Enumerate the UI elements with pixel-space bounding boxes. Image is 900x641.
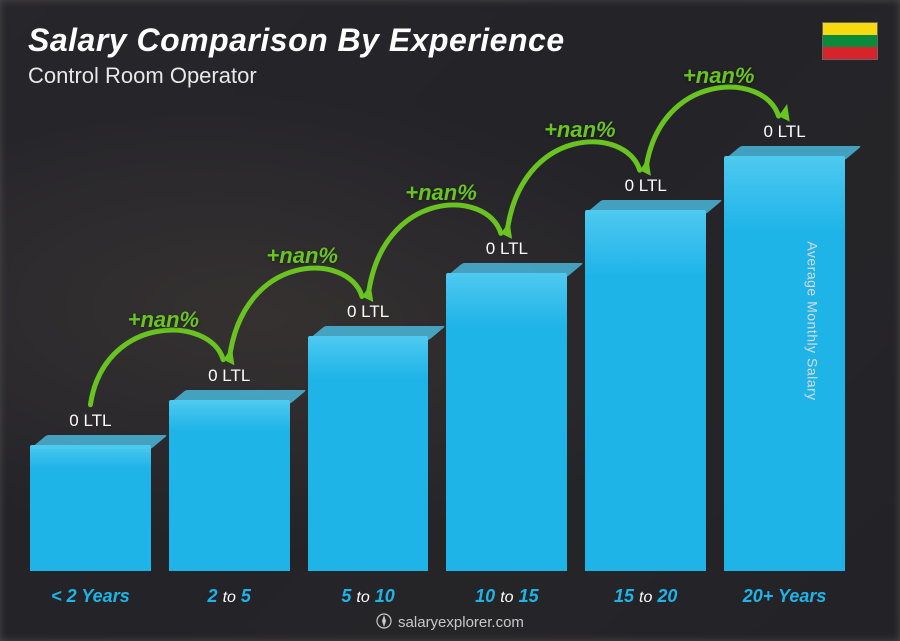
compass-icon <box>376 613 392 633</box>
x-axis-labels: < 2 Years 2 to 5 5 to 10 10 to 15 15 to 20 20… <box>30 586 845 607</box>
x-axis-tick-label: 2 to 5 <box>169 586 290 607</box>
bar-slot: 0 LTL <box>169 120 290 571</box>
footer-attribution: salaryexplorer.com <box>0 613 900 633</box>
bar-top-face <box>585 200 723 214</box>
footer-text: salaryexplorer.com <box>398 614 524 631</box>
x-axis-tick-label: 5 to 10 <box>308 586 429 607</box>
bar: 0 LTL <box>308 336 429 571</box>
x-axis-tick-label: 10 to 15 <box>446 586 567 607</box>
bar-front <box>446 273 567 571</box>
bar-value-label: 0 LTL <box>30 411 151 431</box>
bar-value-label: 0 LTL <box>308 302 429 322</box>
bar-top-face <box>724 146 862 160</box>
bar-value-label: 0 LTL <box>446 239 567 259</box>
bar-front <box>308 336 429 571</box>
page-title: Salary Comparison By Experience <box>28 22 565 59</box>
bar-top-face <box>446 263 584 277</box>
bar-chart: 0 LTL0 LTL0 LTL0 LTL0 LTL0 LTL <box>30 120 845 571</box>
y-axis-label: Average Monthly Salary <box>804 241 820 400</box>
flag-stripe-1 <box>823 23 877 35</box>
bar-slot: 0 LTL <box>724 120 845 571</box>
title-block: Salary Comparison By Experience Control … <box>28 22 565 89</box>
bar-value-label: 0 LTL <box>585 176 706 196</box>
bar-value-label: 0 LTL <box>169 366 290 386</box>
bar-slot: 0 LTL <box>446 120 567 571</box>
bar-slot: 0 LTL <box>30 120 151 571</box>
bar-top-face <box>308 326 446 340</box>
flag-stripe-3 <box>823 47 877 59</box>
x-axis-tick-label: < 2 Years <box>30 586 151 607</box>
bar-top-face <box>169 390 307 404</box>
chart-container: Salary Comparison By Experience Control … <box>0 0 900 641</box>
bar: 0 LTL <box>169 400 290 571</box>
bar: 0 LTL <box>30 445 151 571</box>
bar: 0 LTL <box>585 210 706 571</box>
bar-value-label: 0 LTL <box>724 122 845 142</box>
bar: 0 LTL <box>724 156 845 571</box>
bar-slot: 0 LTL <box>585 120 706 571</box>
flag-stripe-2 <box>823 35 877 47</box>
bar: 0 LTL <box>446 273 567 571</box>
bar-front <box>30 445 151 571</box>
country-flag-lithuania <box>822 22 878 60</box>
bar-front <box>169 400 290 571</box>
x-axis-tick-label: 15 to 20 <box>585 586 706 607</box>
bar-top-face <box>30 435 168 449</box>
pct-change-label: +nan% <box>683 63 755 89</box>
page-subtitle: Control Room Operator <box>28 63 565 89</box>
bar-front <box>724 156 845 571</box>
bar-front <box>585 210 706 571</box>
x-axis-tick-label: 20+ Years <box>724 586 845 607</box>
bar-slot: 0 LTL <box>308 120 429 571</box>
